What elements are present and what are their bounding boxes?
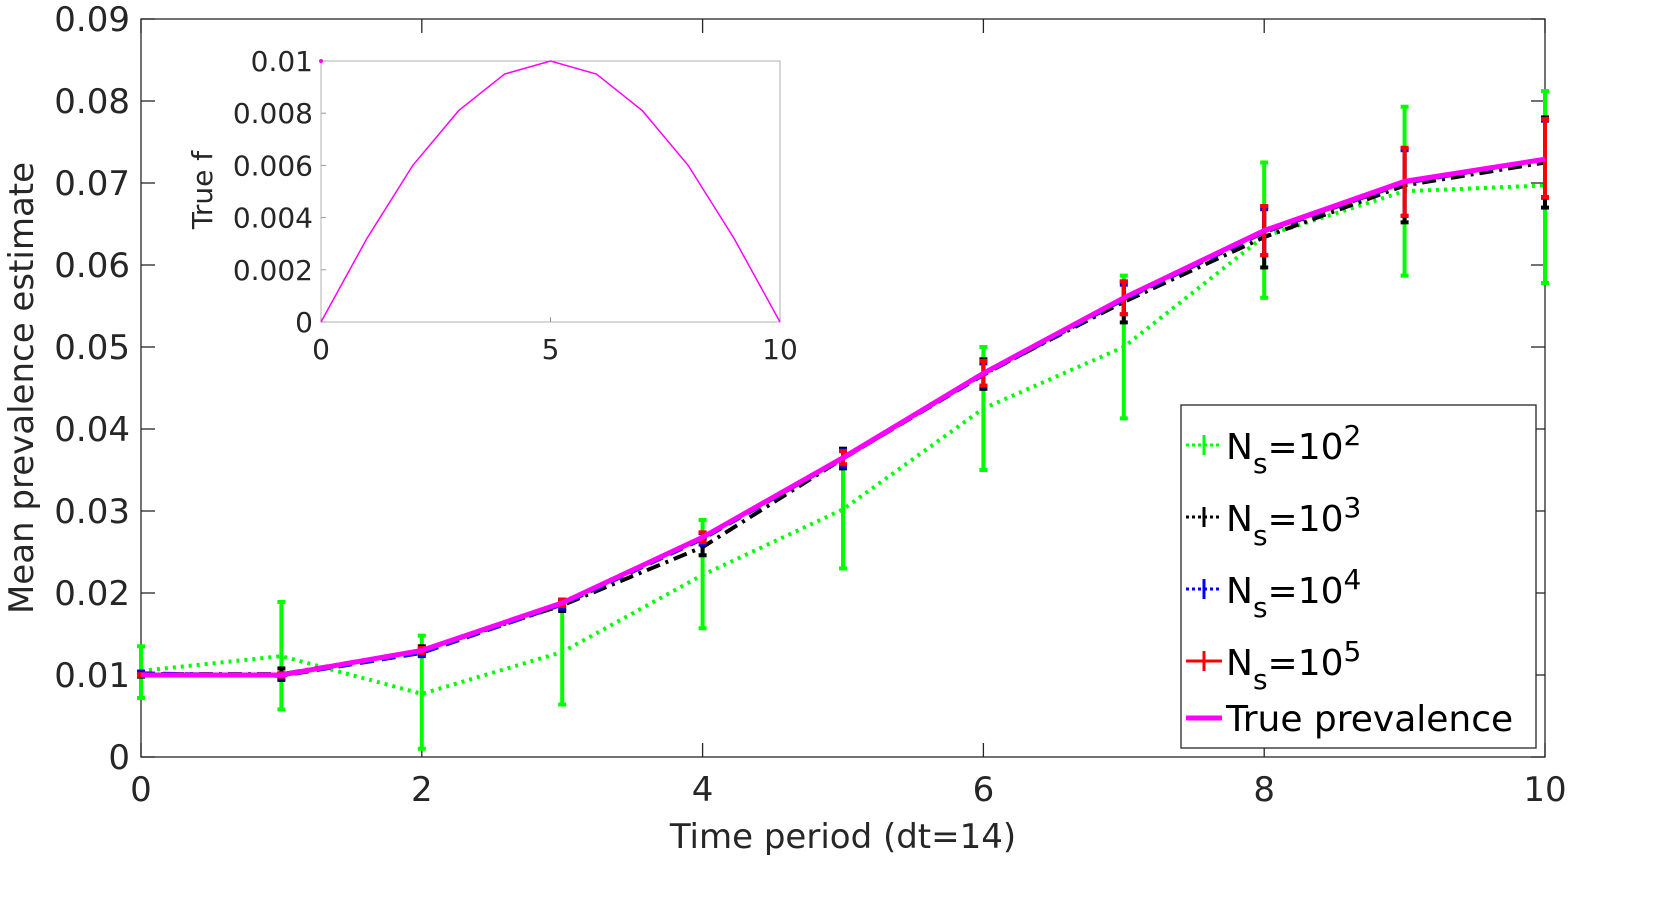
series-5 (141, 156, 1546, 678)
legend-label-sub: s (1253, 663, 1268, 696)
x-tick-label: 8 (1253, 770, 1275, 810)
inset-x-tick-label: 0 (312, 333, 330, 366)
x-tick-label: 6 (973, 770, 995, 810)
x-tick-label: 10 (1523, 770, 1566, 810)
legend-box (1180, 404, 1537, 749)
x-tick-label: 0 (130, 770, 152, 810)
legend-label: True prevalence (1225, 699, 1513, 740)
legend-label-base: N (1226, 643, 1253, 684)
legend-label-base: N (1226, 499, 1253, 540)
legend-item: Ns=105 (1186, 635, 1361, 696)
y-axis-label: Mean prevalence estimate (2, 162, 42, 614)
y-tick-label: 0.02 (54, 574, 130, 614)
legend-item: Ns=104 (1186, 563, 1361, 624)
legend-label: Ns=103 (1226, 491, 1361, 552)
inset-y-tick-label: 0 (295, 306, 313, 339)
legend-label-base: N (1226, 571, 1253, 612)
y-tick-label: 0.05 (54, 328, 130, 368)
legend-item: Ns=103 (1186, 491, 1361, 552)
legend-label-sub: s (1253, 519, 1268, 552)
legend-label: Ns=105 (1226, 635, 1361, 696)
inset-x-tick-label: 5 (542, 333, 560, 366)
y-tick-label: 0.08 (54, 82, 130, 122)
y-tick-label: 0 (108, 738, 130, 778)
legend-label-eq: =10 (1268, 571, 1344, 612)
legend-label-eq: =10 (1268, 643, 1344, 684)
y-tick-label: 0.01 (54, 656, 130, 696)
inset-marker-point (319, 59, 323, 63)
legend-label-eq: =10 (1268, 499, 1344, 540)
inset-y-axis-label: True f (186, 150, 219, 230)
y-tick-label: 0.04 (54, 410, 130, 450)
x-tick-label: 2 (411, 770, 433, 810)
legend-label-sup: 2 (1344, 419, 1362, 452)
legend-label-sub: s (1253, 591, 1268, 624)
legend-label-sup: 5 (1344, 635, 1362, 668)
inset-plot-area (320, 60, 781, 323)
inset-y-tick-label: 0.006 (233, 149, 313, 182)
legend-label-sup: 3 (1344, 491, 1362, 524)
inset-y-tick-label: 0.002 (233, 254, 313, 287)
series-line (141, 156, 1546, 678)
x-axis-label: Time period (dt=14) (669, 817, 1016, 857)
legend-item: Ns=102 (1186, 419, 1361, 480)
inset-x-tick-label: 10 (762, 333, 798, 366)
x-tick-label: 4 (692, 770, 714, 810)
legend-label-sub: s (1253, 447, 1268, 480)
legend-label: Ns=104 (1226, 563, 1361, 624)
legend-label-base: N (1226, 427, 1253, 468)
y-tick-label: 0.06 (54, 246, 130, 286)
legend-item: True prevalence (1186, 699, 1513, 740)
legend-label: Ns=102 (1226, 419, 1361, 480)
y-tick-label: 0.09 (54, 0, 130, 40)
inset-y-tick-label: 0.008 (233, 97, 313, 130)
inset-series-line (320, 60, 781, 323)
inset-chart: 0 5 10 0 0.002 0.004 0.006 0.008 0.01 (233, 45, 798, 366)
inset-y-tick-label: 0.01 (251, 45, 313, 78)
y-tick-label: 0.03 (54, 492, 130, 532)
legend-label-eq: =10 (1268, 427, 1344, 468)
y-tick-label: 0.07 (54, 164, 130, 204)
inset-y-tick-label: 0.004 (233, 202, 313, 235)
legend-label-sup: 4 (1344, 563, 1362, 596)
main-series (137, 89, 1549, 751)
